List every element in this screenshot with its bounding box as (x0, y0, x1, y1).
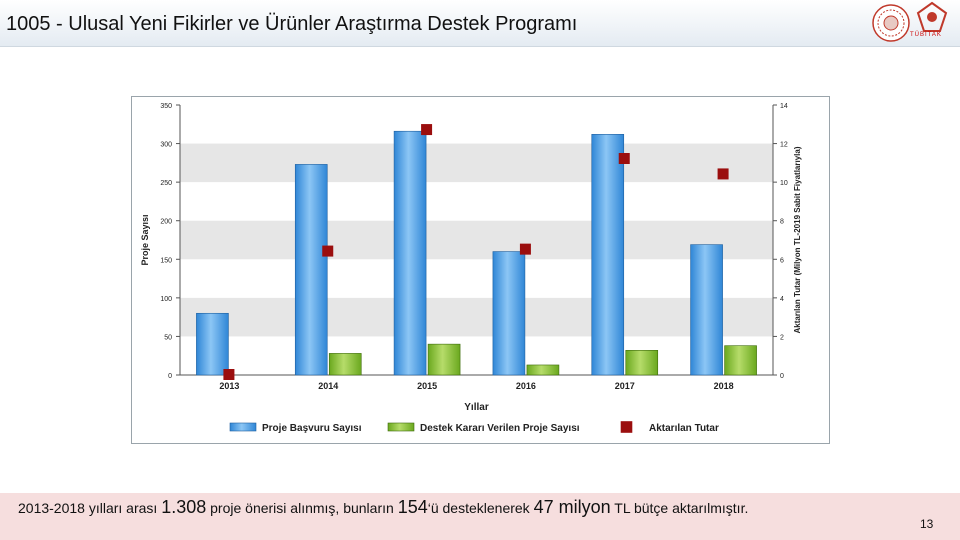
y-tick-label: 350 (160, 103, 172, 110)
y2-tick-label: 12 (780, 142, 788, 149)
bar-supported-2014 (328, 353, 362, 376)
grid-band (180, 220, 773, 260)
y2-tick-label: 14 (780, 103, 788, 110)
y2-tick-label: 8 (780, 219, 784, 226)
chart: 0 50 100 150 200 250 300 350 0 2 4 6 8 10 12 14 Proje Sa… (140, 103, 802, 434)
summary-num2: 154 (397, 497, 428, 517)
seal-logo-icon (872, 4, 910, 42)
y-tick-label: 50 (164, 334, 172, 341)
x-tick-label: 2016 (516, 381, 536, 391)
marker-transfer-2015 (421, 124, 433, 136)
marker-transfer-2017 (618, 153, 630, 164)
x-tick-label: 2015 (417, 381, 437, 391)
y2-tick-label: 4 (780, 296, 784, 303)
legend-label-0: Proje Başvuru Sayısı (262, 423, 362, 434)
summary-part3: ‘ü desteklenerek (427, 500, 534, 516)
marker-transfer-2014 (322, 245, 334, 257)
grid-band (180, 297, 773, 337)
slide-title: 1005 - Ulusal Yeni Fikirler ve Ürünler A… (6, 13, 578, 35)
y2-tick-label: 2 (780, 334, 784, 341)
y2-tick-label: 10 (780, 180, 788, 187)
summary-part1: 2013-2018 yılları arası (18, 500, 162, 516)
x-axis-label: Yıllar (464, 402, 489, 413)
y-tick-label: 250 (160, 180, 172, 187)
summary-part2: proje önerisi alınmış, bunların (206, 500, 398, 516)
grid-band (180, 143, 773, 183)
legend-swatch-1 (387, 422, 415, 432)
bar-supported-2015 (427, 343, 461, 376)
logo-text: TÜBİTAK (910, 32, 942, 38)
y-tick-label: 150 (160, 257, 172, 264)
bar-supported-2017 (625, 350, 659, 376)
x-tick-label: 2017 (615, 381, 635, 391)
title-bar: 1005 - Ulusal Yeni Fikirler ve Ürünler A… (0, 0, 960, 47)
summary-num3: 47 milyon (533, 497, 611, 517)
y-tick-label: 300 (160, 142, 172, 149)
legend-swatch-0 (229, 422, 257, 432)
tubitak-logo-icon (916, 1, 948, 32)
page-number: 13 (920, 517, 934, 531)
marker-transfer-2018 (717, 168, 729, 180)
x-tick-label: 2013 (219, 381, 239, 391)
bar-supported-2016 (526, 364, 560, 376)
summary-num1: 1.308 (161, 497, 207, 517)
x-tick-label: 2014 (318, 381, 338, 391)
summary-text: 2013-2018 yılları arası 1.308 proje öner… (18, 497, 818, 519)
bar-supported-2018 (724, 345, 757, 376)
summary-part4: TL bütçe aktarılmıştır. (610, 500, 749, 516)
legend-swatch-2 (620, 421, 633, 433)
marker-transfer-2013 (223, 369, 235, 380)
bar-applications-2015 (393, 130, 427, 376)
bar-applications-2014 (294, 164, 328, 376)
y-tick-label: 200 (160, 219, 172, 226)
x-tick-label: 2018 (714, 381, 734, 391)
y-tick-label: 100 (160, 296, 172, 303)
chart-frame: 0 50 100 150 200 250 300 350 0 2 4 6 8 10 12 14 Proje Sa… (131, 96, 830, 444)
bar-applications-2017 (591, 134, 625, 376)
y2-axis-label: Aktarılan Tutar (Milyon TL-2019 Sabit Fi… (793, 146, 802, 333)
bar-applications-2018 (690, 244, 723, 376)
y2-tick-label: 0 (780, 373, 784, 380)
y-axis-label: Proje Sayısı (140, 214, 150, 265)
bar-applications-2013 (196, 312, 229, 376)
legend-label-2: Aktarılan Tutar (649, 423, 719, 434)
y-tick-label: 0 (168, 373, 172, 380)
bar-applications-2016 (492, 251, 526, 376)
marker-transfer-2016 (519, 243, 531, 255)
footer: 2013-2018 yılları arası 1.308 proje öner… (0, 493, 960, 540)
legend-label-1: Destek Kararı Verilen Proje Sayısı (420, 423, 580, 434)
y2-tick-label: 6 (780, 257, 784, 264)
